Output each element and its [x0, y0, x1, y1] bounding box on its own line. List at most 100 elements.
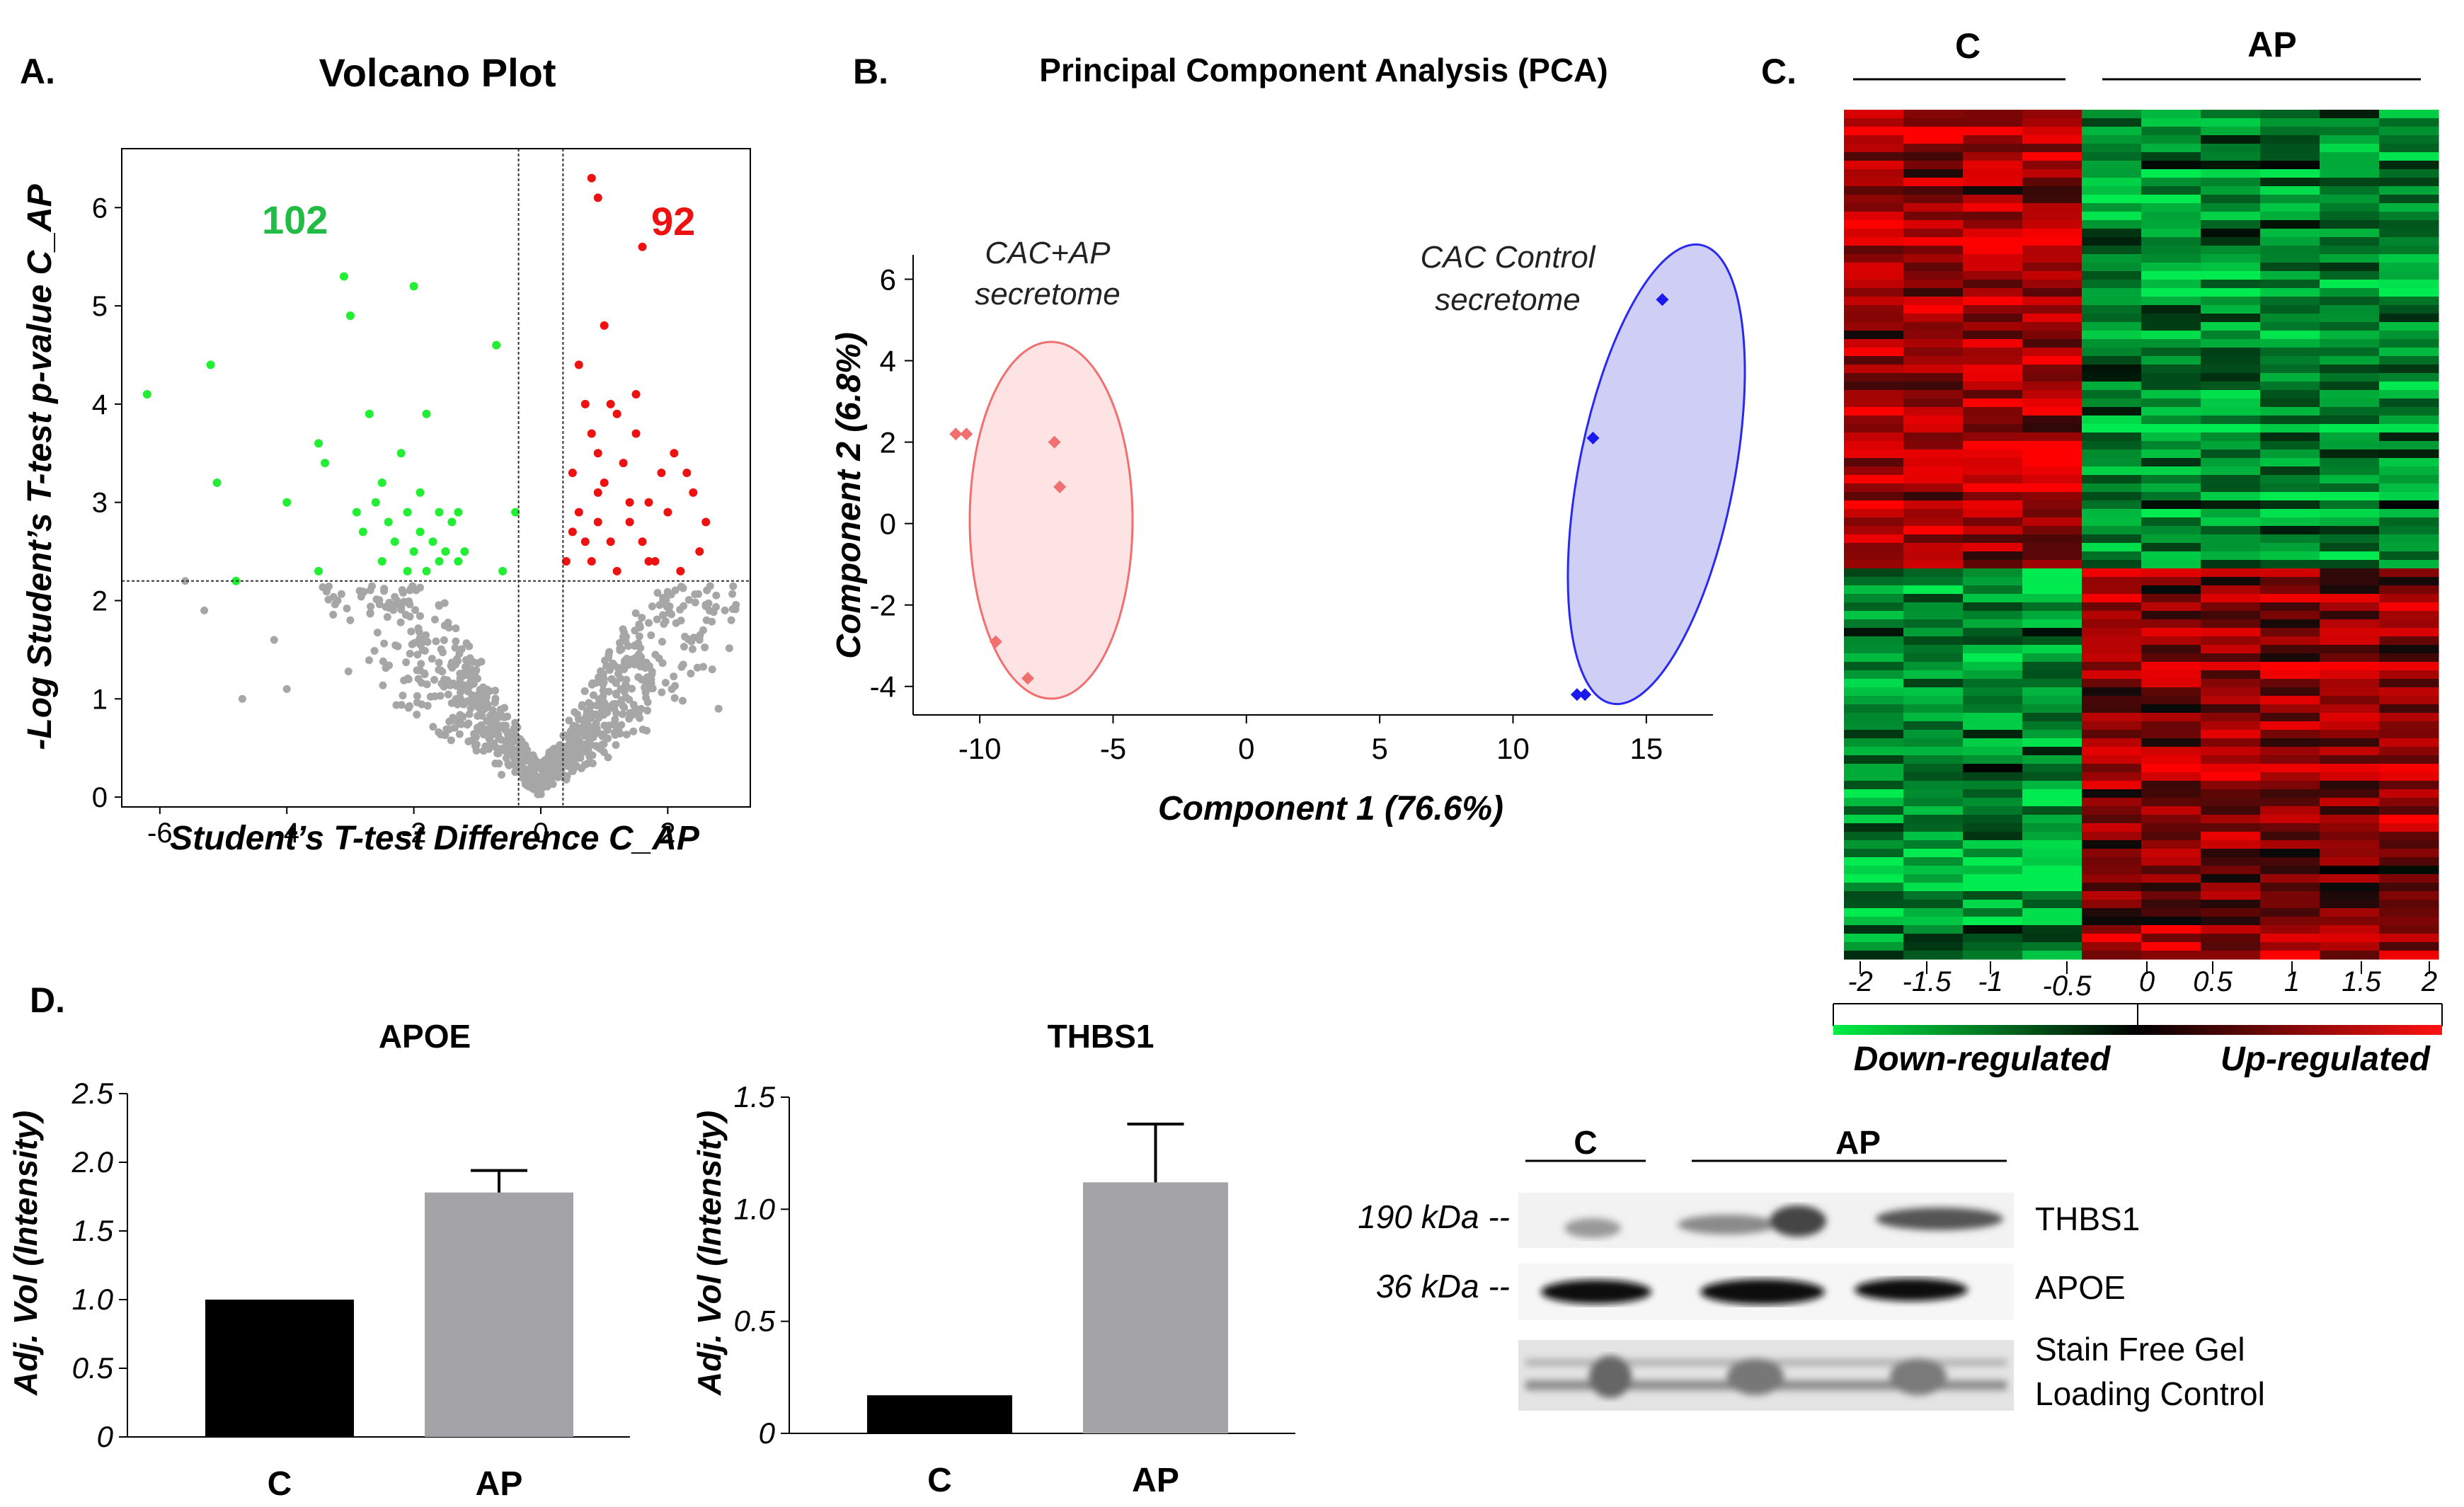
heatmap-cell: [2379, 789, 2439, 798]
heatmap-cell: [2201, 628, 2261, 637]
heatmap-cell: [2201, 806, 2261, 815]
heatmap-cell: [2379, 772, 2439, 781]
heatmap-cell: [2320, 568, 2380, 578]
heatmap-cell: [2320, 636, 2380, 646]
volcano-point-ns: [413, 692, 421, 700]
volcano-ytick-label: 0: [92, 782, 108, 813]
volcano-point-ns: [506, 743, 515, 752]
heatmap-cell: [2082, 373, 2142, 382]
volcano-point-up: [587, 429, 596, 438]
pca-point-ap: [1053, 480, 1067, 493]
volcano-point-up: [638, 242, 647, 251]
western-blot: C AP 190 kDa -- 36 kDa -- THBS1 APOE: [1358, 1124, 2265, 1412]
heatmap-cell: [1903, 696, 1964, 705]
heatmap-cell: [2260, 110, 2320, 119]
volcano-point-down: [371, 498, 380, 507]
volcano-xtick-label: -6: [147, 818, 173, 849]
heatmap-cell: [1844, 399, 1904, 408]
heatmap-cell: [2141, 271, 2201, 280]
heatmap-cell: [2260, 517, 2320, 527]
heatmap-cell: [2082, 891, 2142, 900]
heatmap-cell: [1963, 475, 2023, 484]
heatmap-cell: [2320, 110, 2380, 119]
heatmap-cell: [1903, 314, 1964, 323]
heatmap-cell: [2379, 917, 2439, 926]
heatmap-cell: [2082, 534, 2142, 544]
heatmap-cell: [2082, 942, 2142, 951]
heatmap-cell: [2141, 288, 2201, 297]
heatmap-cell: [2320, 322, 2380, 331]
heatmap-cell: [2379, 399, 2439, 408]
heatmap-cell: [2320, 687, 2380, 697]
heatmap-cell: [2260, 764, 2320, 773]
heatmap-cell: [2201, 331, 2261, 340]
heatmap-cell: [2141, 280, 2201, 289]
volcano-point-up: [625, 498, 634, 507]
heatmap-cell: [2320, 551, 2380, 561]
heatmap-cell: [1963, 500, 2023, 510]
heatmap-cell: [2201, 747, 2261, 756]
heatmap-cell: [2379, 577, 2439, 586]
volcano-point-ns: [401, 610, 410, 619]
volcano-xtick-label: 2: [660, 818, 675, 849]
heatmap-cell: [2022, 254, 2082, 263]
heatmap-cell: [1903, 517, 1964, 527]
heatmap-cell: [2320, 195, 2380, 204]
heatmap-cell: [1903, 891, 1964, 900]
heatmap-cell: [2320, 458, 2380, 467]
heatmap-cell: [1844, 866, 1904, 875]
heatmap-cell: [1963, 730, 2023, 739]
heatmap-cell: [2320, 704, 2380, 714]
heatmap-cell: [2320, 832, 2380, 841]
heatmap-cell: [2379, 509, 2439, 518]
heatmap-cell: [2082, 144, 2142, 153]
blot-loading-bands: [1525, 1356, 2007, 1398]
heatmap-cell: [2141, 449, 2201, 459]
heatmap-cell: [2260, 908, 2320, 917]
heatmap-cell: [2141, 840, 2201, 849]
heatmap-cell: [2141, 517, 2201, 527]
heatmap-cell: [1844, 483, 1904, 493]
heatmap-cell: [2022, 781, 2082, 790]
heatmap-cell: [2379, 331, 2439, 340]
heatmap-cell: [2082, 747, 2142, 756]
heatmap-cell: [1963, 696, 2023, 705]
volcano-point-ns: [382, 602, 390, 611]
heatmap-cell: [2201, 407, 2261, 416]
volcano-point-ns: [379, 657, 387, 665]
heatmap-cell: [2260, 314, 2320, 323]
heatmap-cell: [2260, 806, 2320, 815]
heatmap-cell: [2320, 900, 2380, 909]
heatmap-cell: [2082, 951, 2142, 960]
heatmap-cell: [2082, 628, 2142, 637]
volcano-ylabel: -Log Student’s T-test p-value C_AP: [21, 183, 59, 750]
volcano-point-ns: [333, 597, 342, 605]
heatmap-cell: [2082, 161, 2142, 170]
heatmap-cell: [2201, 849, 2261, 858]
heatmap-cell: [1963, 118, 2023, 127]
heatmap-cell: [2022, 229, 2082, 238]
heatmap-cell: [1844, 356, 1904, 365]
volcano-point-up: [606, 399, 615, 408]
heatmap-cell: [1903, 399, 1964, 408]
pca-group-ap-label-2: secretome: [975, 277, 1120, 311]
heatmap-cell: [1963, 169, 2023, 178]
panel-label-c: C.: [1761, 52, 1797, 91]
heatmap-cell: [1844, 449, 1904, 459]
volcano-point-ns: [712, 591, 721, 600]
heatmap-cell: [1844, 203, 1904, 212]
volcano-point-ns: [634, 673, 643, 682]
heatmap-cell: [2379, 356, 2439, 365]
heatmap-cell: [1903, 339, 1964, 348]
heatmap-cell: [2260, 738, 2320, 747]
heatmap-cell: [1844, 832, 1904, 841]
heatmap-cell: [2201, 263, 2261, 272]
heatmap-cell: [2320, 594, 2380, 603]
heatmap-cell: [2320, 560, 2380, 569]
heatmap-cell: [2320, 246, 2380, 255]
heatmap-cell: [2082, 670, 2142, 680]
heatmap-cell: [2141, 806, 2201, 815]
heatmap-cell: [2082, 517, 2142, 527]
heatmap-cell: [2260, 560, 2320, 569]
heatmap-cell: [2022, 178, 2082, 187]
